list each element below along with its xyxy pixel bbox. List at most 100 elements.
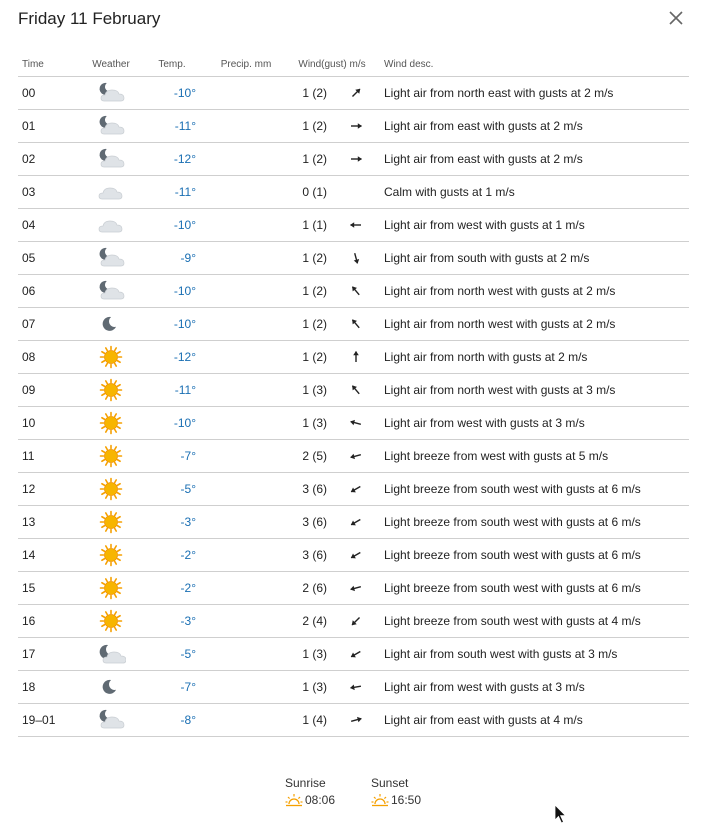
row-time: 11 <box>18 439 78 473</box>
table-row: 17 -5° 1 (3) Light air from south west w… <box>18 637 689 671</box>
wind-arrow-icon <box>333 142 378 176</box>
row-wind: 1 (2) <box>288 142 333 176</box>
row-precip <box>200 604 288 638</box>
table-row: 03 -11° 0 (1) Calm with gusts at 1 m/s <box>18 175 689 209</box>
row-precip <box>200 340 288 374</box>
table-row: 10 -10° 1 (3) Light air from west with g… <box>18 406 689 440</box>
moon-cloud-icon <box>78 241 144 275</box>
row-precip <box>200 241 288 275</box>
header-wind-desc: Wind desc. <box>378 52 689 77</box>
row-wind: 1 (2) <box>288 109 333 143</box>
row-temp: -2° <box>144 538 200 572</box>
row-wind-desc: Light breeze from south west with gusts … <box>378 538 689 572</box>
row-precip <box>200 208 288 242</box>
row-temp: -11° <box>144 109 200 143</box>
sun-icon <box>78 340 144 374</box>
row-temp: -10° <box>144 76 200 110</box>
wind-arrow-icon <box>333 373 378 407</box>
row-wind-desc: Light air from north with gusts at 2 m/s <box>378 340 689 374</box>
table-row: 05 -9° 1 (2) Light air from south with g… <box>18 241 689 275</box>
row-time: 05 <box>18 241 78 275</box>
table-row: 18 -7° 1 (3) Light air from west with gu… <box>18 670 689 704</box>
row-wind-desc: Light air from north east with gusts at … <box>378 76 689 110</box>
row-wind: 2 (5) <box>288 439 333 473</box>
row-precip <box>200 406 288 440</box>
row-precip <box>200 538 288 572</box>
row-wind: 1 (2) <box>288 274 333 308</box>
moon-cloud-icon <box>78 109 144 143</box>
header-weather: Weather <box>78 52 144 77</box>
dialog-title: Friday 11 February <box>18 9 161 28</box>
row-time: 12 <box>18 472 78 506</box>
row-precip <box>200 703 288 737</box>
table-row: 16 -3° 2 (4) Light breeze from south wes… <box>18 604 689 638</box>
cloud-icon <box>78 208 144 242</box>
cloud-icon <box>78 175 144 209</box>
row-temp: -5° <box>144 637 200 671</box>
row-wind-desc: Light air from east with gusts at 2 m/s <box>378 142 689 176</box>
table-row: 04 -10° 1 (1) Light air from west with g… <box>18 208 689 242</box>
table-row: 09 -11° 1 (3) Light air from north west … <box>18 373 689 407</box>
table-row: 13 -3° 3 (6) Light breeze from south wes… <box>18 505 689 539</box>
wind-arrow-icon <box>333 604 378 638</box>
row-wind-desc: Light air from south with gusts at 2 m/s <box>378 241 689 275</box>
sun-icon <box>78 505 144 539</box>
row-time: 03 <box>18 175 78 209</box>
row-temp: -2° <box>144 571 200 605</box>
moon-cloud-icon <box>78 142 144 176</box>
sunrise-time: 08:06 <box>305 793 336 807</box>
row-temp: -12° <box>144 340 200 374</box>
row-wind: 1 (3) <box>288 406 333 440</box>
table-row: 02 -12° 1 (2) Light air from east with g… <box>18 142 689 176</box>
sun-icon <box>78 571 144 605</box>
row-temp: -10° <box>144 307 200 341</box>
row-wind-desc: Light air from south west with gusts at … <box>378 637 689 671</box>
table-row: 14 -2° 3 (6) Light breeze from south wes… <box>18 538 689 572</box>
sunrise-block: Sunrise 08:06 <box>285 776 335 807</box>
row-precip <box>200 307 288 341</box>
wind-arrow-icon <box>333 208 378 242</box>
sunrise-label: Sunrise <box>285 776 326 790</box>
row-time: 15 <box>18 571 78 605</box>
row-temp: -11° <box>144 175 200 209</box>
row-temp: -3° <box>144 604 200 638</box>
row-wind-desc: Light breeze from west with gusts at 5 m… <box>378 439 689 473</box>
row-temp: -10° <box>144 208 200 242</box>
row-wind: 1 (4) <box>288 703 333 737</box>
row-temp: -3° <box>144 505 200 539</box>
row-time: 13 <box>18 505 78 539</box>
moon-cloud-icon <box>78 274 144 308</box>
row-time: 02 <box>18 142 78 176</box>
moon-icon <box>78 307 144 341</box>
row-time: 06 <box>18 274 78 308</box>
wind-arrow-icon <box>333 340 378 374</box>
row-wind-desc: Light breeze from south west with gusts … <box>378 472 689 506</box>
row-time: 09 <box>18 373 78 407</box>
row-temp: -8° <box>144 703 200 737</box>
row-wind-desc: Light air from west with gusts at 3 m/s <box>378 670 689 704</box>
table-row: 00 -10° 1 (2) Light air from north east … <box>18 76 689 110</box>
row-time: 17 <box>18 637 78 671</box>
wind-arrow-icon <box>333 670 378 704</box>
row-wind: 1 (3) <box>288 637 333 671</box>
row-wind: 2 (6) <box>288 571 333 605</box>
row-temp: -12° <box>144 142 200 176</box>
close-icon[interactable] <box>664 6 688 30</box>
hourly-forecast-table: Time Weather Temp. Precip. mm Wind(gust)… <box>18 52 689 737</box>
row-time: 04 <box>18 208 78 242</box>
wind-arrow-icon <box>333 472 378 506</box>
header-precip: Precip. mm <box>200 52 288 77</box>
row-wind: 1 (1) <box>288 208 333 242</box>
row-precip <box>200 373 288 407</box>
sun-icon <box>78 373 144 407</box>
row-wind: 3 (6) <box>288 472 333 506</box>
row-wind-desc: Light air from west with gusts at 3 m/s <box>378 406 689 440</box>
table-row: 12 -5° 3 (6) Light breeze from south wes… <box>18 472 689 506</box>
wind-arrow-icon <box>333 538 378 572</box>
wind-arrow-icon <box>333 274 378 308</box>
row-wind: 2 (4) <box>288 604 333 638</box>
header-time: Time <box>18 52 78 77</box>
row-wind: 1 (2) <box>288 340 333 374</box>
wind-arrow-icon <box>333 439 378 473</box>
sun-icon <box>78 406 144 440</box>
